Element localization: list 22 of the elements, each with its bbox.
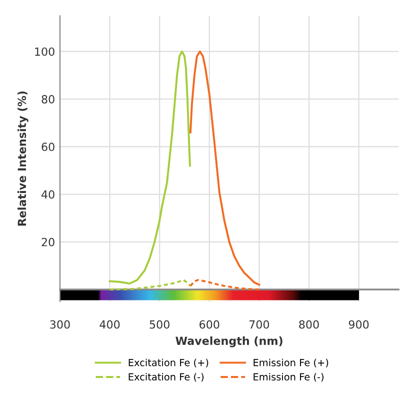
x-tick-label: 600	[200, 320, 220, 329]
legend-label: Excitation Fe (+)	[128, 358, 208, 368]
legend-label: Excitation Fe (-)	[128, 372, 204, 382]
y-tick-label: 40	[42, 190, 54, 199]
legend-label: Emission Fe (-)	[254, 372, 324, 382]
line-series	[189, 279, 260, 290]
x-tick-label: 400	[100, 320, 120, 329]
y-tick-label: 100	[35, 47, 54, 56]
x-tick-label: 700	[249, 320, 270, 329]
x-tick-label: 300	[50, 320, 70, 329]
y-tick-label: 60	[42, 142, 54, 152]
y-tick-label: 20	[42, 238, 54, 246]
y-tick-label: 80	[42, 95, 54, 104]
line-series	[189, 50, 260, 286]
y-axis-title: Relative Intensity (%)	[18, 91, 28, 226]
x-axis-title: Wavelength (nm)	[176, 336, 282, 348]
line-series	[108, 50, 191, 285]
line-series	[108, 279, 192, 290]
x-tick-label: 800	[299, 320, 319, 329]
x-tick-label: 900	[348, 320, 369, 329]
x-tick-label: 500	[150, 320, 170, 329]
legend-label: Emission Fe (+)	[254, 358, 328, 368]
